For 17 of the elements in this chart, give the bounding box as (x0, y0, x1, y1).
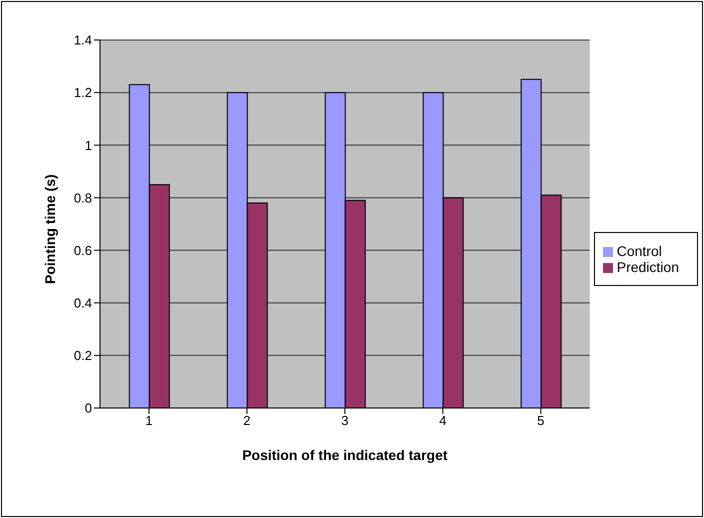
x-tick-label: 1 (145, 413, 153, 428)
x-tick-label: 2 (243, 413, 251, 428)
y-tick-label: 0.8 (74, 190, 92, 206)
y-tick-label: 1 (84, 138, 92, 153)
y-tick-label: 0.4 (74, 295, 92, 310)
legend-label: Control (616, 243, 662, 259)
x-tick-label: 3 (341, 413, 348, 428)
x-axis-title: Position of the indicated target (242, 447, 448, 463)
y-tick-label: 0.6 (74, 242, 92, 258)
y-axis-title: Pointing time (s) (42, 174, 58, 284)
y-tick-label: 1.2 (74, 85, 92, 100)
x-tick-label: 5 (537, 413, 544, 428)
legend-label: Prediction (616, 259, 679, 275)
y-tick-label: 0 (84, 400, 92, 416)
y-tick-label: 1.4 (74, 32, 92, 48)
x-tick-label: 4 (439, 413, 446, 428)
y-tick-label: 0.2 (74, 348, 92, 364)
